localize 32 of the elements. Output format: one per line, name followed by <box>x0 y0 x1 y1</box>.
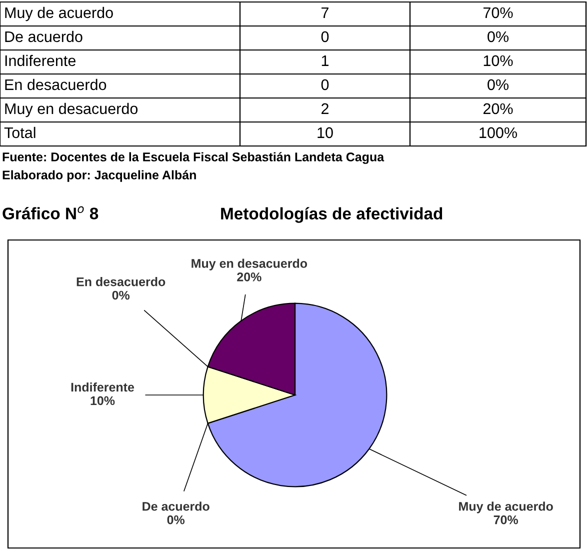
text: 0% <box>112 290 130 300</box>
category-label: En desacuerdo <box>76 277 166 286</box>
text: 0% <box>488 31 508 42</box>
slice-label: Muy en desacuerdo <box>192 258 308 270</box>
data-label: 70% <box>494 515 518 524</box>
text: 100% <box>480 127 517 138</box>
data-label: 20% <box>237 272 262 282</box>
text: 20% <box>483 103 513 114</box>
category-label: De acuerdo <box>142 502 210 511</box>
category-label: Muy en desacuerdo <box>5 102 138 118</box>
category-label: Muy de acuerdo <box>5 6 113 22</box>
text: 7 <box>322 7 328 18</box>
category-label: Indiferente <box>5 54 76 66</box>
text: 2 <box>322 103 328 114</box>
text: 10% <box>484 55 513 66</box>
text: 70% <box>483 7 513 18</box>
text: 10 <box>318 127 333 138</box>
category-label: En desacuerdo <box>5 78 106 90</box>
text: 1 <box>322 55 329 66</box>
text: Elaborado por: Jacqueline Albán <box>2 170 196 182</box>
slice-label: Indiferente <box>71 382 134 392</box>
text: 0 <box>321 31 329 42</box>
text: 0% <box>167 515 185 524</box>
text: 0% <box>488 79 508 90</box>
chart-subtitle: Metodologías de afectividad <box>221 207 442 223</box>
source-note: Fuente: Docentes de la Escuela Fiscal Sebastián Landeta Cagua <box>2 152 384 164</box>
chart-title: Gráfico N$^{o}$ 8 <box>2 206 98 220</box>
text: 0 <box>321 79 329 90</box>
text: Total <box>4 126 36 138</box>
data-label: 10% <box>90 396 115 406</box>
category-label: De acuerdo <box>5 30 82 42</box>
slice-label: Muy de acuerdo <box>459 502 553 514</box>
